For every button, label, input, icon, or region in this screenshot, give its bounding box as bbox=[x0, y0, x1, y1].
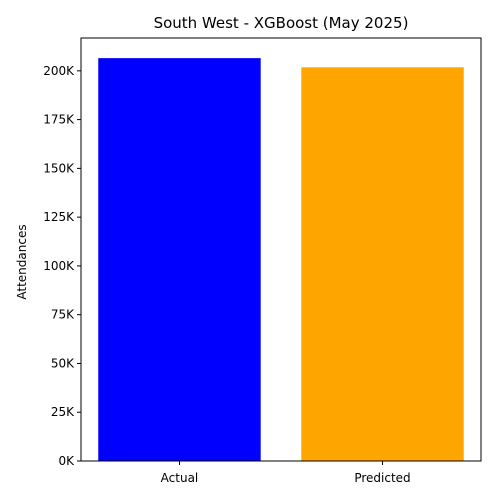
y-tick-label: 0K bbox=[58, 454, 75, 468]
y-axis-label: Attendances bbox=[15, 224, 29, 299]
y-tick-label: 50K bbox=[51, 356, 75, 370]
y-tick-label: 200K bbox=[43, 64, 75, 78]
y-tick-label: 125K bbox=[43, 210, 75, 224]
y-tick-label: 100K bbox=[43, 259, 75, 273]
x-axis-ticks: Actual Predicted bbox=[161, 461, 411, 485]
y-tick-label: 25K bbox=[51, 405, 75, 419]
y-tick-label: 175K bbox=[43, 113, 75, 127]
chart-title: South West - XGBoost (May 2025) bbox=[154, 14, 409, 32]
bars-group bbox=[98, 58, 464, 462]
x-tick-label: Predicted bbox=[354, 471, 410, 485]
bar-actual bbox=[98, 58, 261, 462]
plot-frame bbox=[80, 37, 482, 462]
y-tick-label: 150K bbox=[43, 161, 75, 175]
bar-predicted bbox=[301, 67, 464, 461]
y-axis-ticks: 0K 25K 50K 75K 100K 125K 150K 175K 200K bbox=[43, 64, 81, 468]
y-tick-label: 75K bbox=[51, 308, 75, 322]
x-tick-label: Actual bbox=[161, 471, 199, 485]
